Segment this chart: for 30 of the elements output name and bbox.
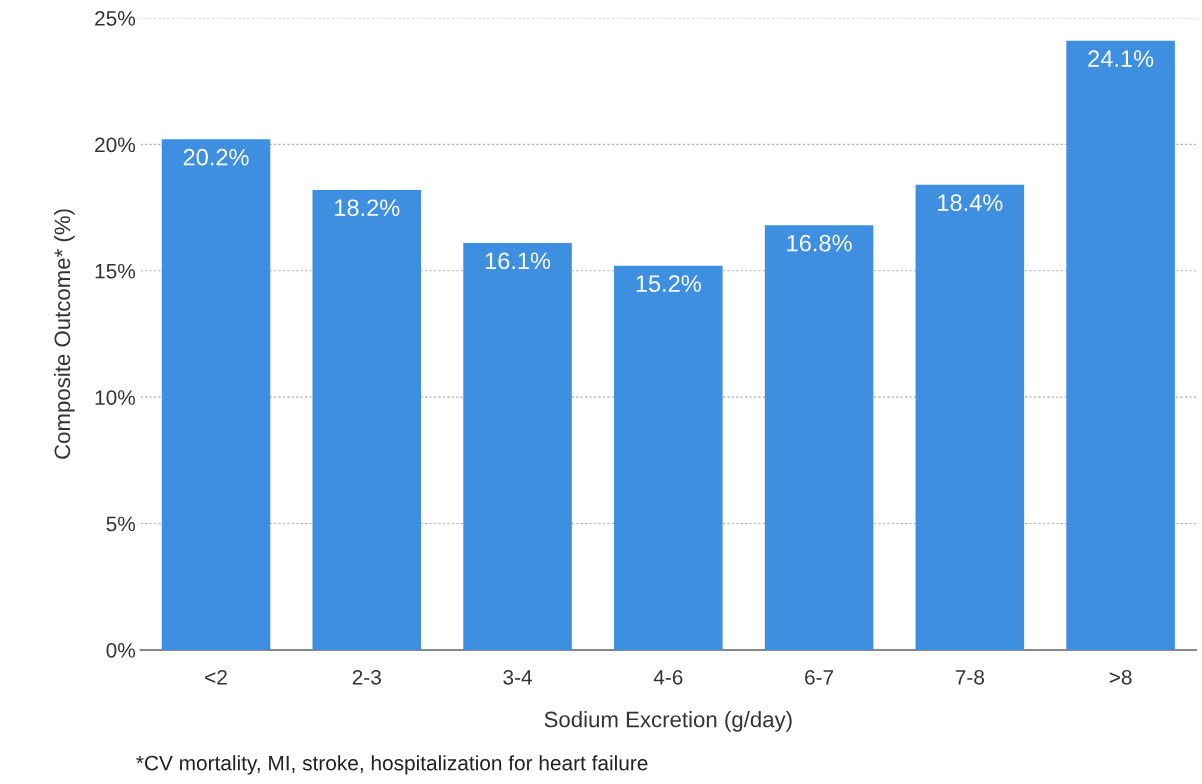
data-label: 16.8%: [787, 234, 852, 252]
bar: [614, 265, 723, 650]
y-tick-label: 20%: [95, 137, 136, 153]
text: *CV mortality, MI, stroke, hospitalization for heart failure: [136, 755, 648, 775]
y-tick-label: 10%: [95, 390, 136, 405]
data-label: 18.4%: [938, 194, 1003, 212]
bar: [312, 189, 422, 650]
bar: [161, 139, 271, 650]
y-tick-label: 15%: [95, 263, 136, 279]
x-tick-label: 2-3: [352, 669, 381, 685]
y-tick-label: 0%: [106, 642, 136, 658]
data-label: 16.1%: [485, 252, 551, 270]
x-tick-label: 6-7: [805, 669, 834, 685]
x-tick-label: 7-8: [955, 669, 984, 685]
y-tick-label: 25%: [95, 11, 136, 26]
bar: [915, 184, 1025, 650]
y-axis-title: Composite Outcome* (%): [53, 209, 75, 459]
data-label: 20.2%: [183, 148, 249, 166]
bar: [463, 242, 572, 650]
data-label: 18.2%: [335, 199, 400, 217]
x-tick-label: 4-6: [653, 669, 683, 685]
x-tick-label: >8: [1109, 669, 1132, 685]
data-label: 24.1%: [1088, 50, 1154, 67]
y-tick-label: 5%: [106, 516, 136, 532]
x-axis-title: Sodium Excretion (g/day): [544, 711, 792, 732]
x-tick-label: 3-4: [503, 669, 532, 685]
data-label: 15.2%: [636, 275, 701, 292]
x-tick-label: <2: [205, 669, 227, 685]
bar: [764, 225, 874, 650]
bar: [1066, 40, 1175, 650]
